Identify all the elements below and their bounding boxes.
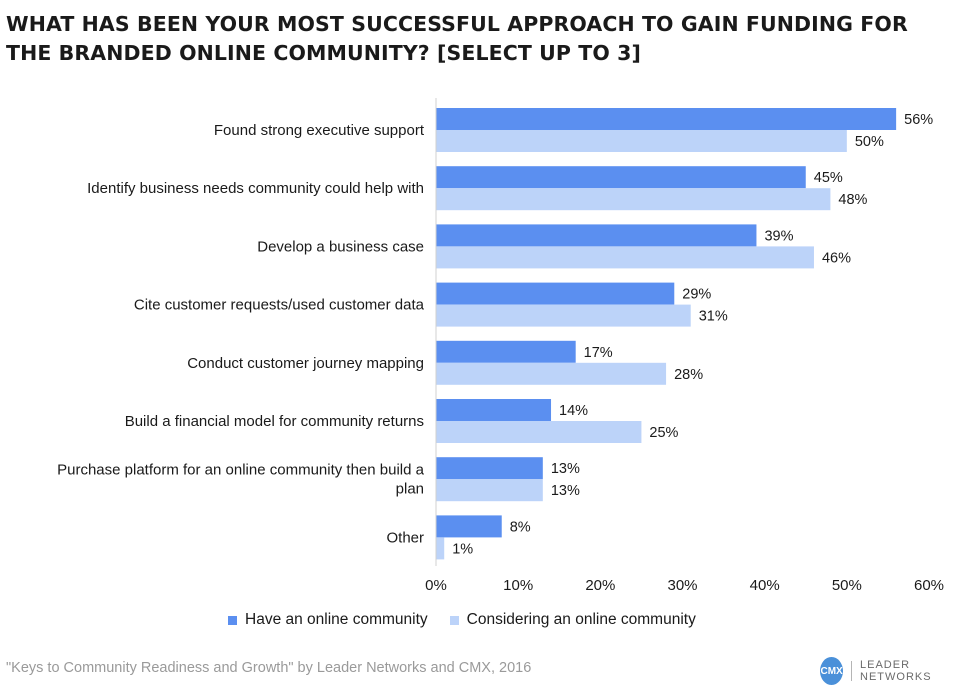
category-label-7: Other bbox=[386, 529, 424, 546]
bar-considering-0 bbox=[436, 130, 847, 152]
value-label-considering-2: 46% bbox=[822, 250, 851, 266]
value-label-considering-7: 1% bbox=[452, 541, 473, 557]
category-label-0: Found strong executive support bbox=[214, 122, 425, 139]
bar-have-1 bbox=[436, 166, 806, 189]
bar-chart: 56% 50% Found strong executive support 45% 4… bbox=[57, 98, 944, 594]
value-label-considering-5: 25% bbox=[649, 425, 678, 441]
leader-networks-text: LEADER NETWORKS bbox=[860, 659, 932, 683]
category-label-4: Conduct customer journey mapping bbox=[187, 355, 424, 372]
bar-have-2 bbox=[436, 224, 757, 247]
legend: Have an online community Considering an … bbox=[228, 611, 718, 629]
legend-swatch-have bbox=[228, 615, 237, 625]
bar-have-3 bbox=[436, 282, 675, 305]
legend-label-considering: Considering an online community bbox=[466, 611, 696, 628]
category-label-5: Build a financial model for community re… bbox=[125, 413, 424, 430]
legend-swatch-considering bbox=[449, 615, 459, 625]
legend-item-considering: Considering an online community bbox=[449, 611, 696, 629]
value-label-considering-3: 31% bbox=[699, 309, 728, 325]
chart-title: WHAT HAS BEEN YOUR MOST SUCCESSFUL APPRO… bbox=[6, 12, 908, 65]
value-label-have-2: 39% bbox=[764, 228, 793, 244]
bar-considering-1 bbox=[436, 188, 831, 211]
cmx-logo-icon: CMX bbox=[820, 657, 844, 685]
bar-considering-6 bbox=[436, 479, 543, 502]
bar-considering-7 bbox=[436, 537, 445, 560]
category-label-6: plan bbox=[396, 481, 424, 498]
bar-have-5 bbox=[436, 399, 552, 421]
x-tick-label: 40% bbox=[750, 577, 780, 594]
legend-item-have: Have an online community bbox=[228, 611, 428, 629]
category-label-6: Purchase platform for an online communit… bbox=[57, 462, 425, 479]
value-label-have-6: 13% bbox=[551, 461, 580, 477]
x-tick-label: 50% bbox=[832, 577, 862, 594]
value-label-have-4: 17% bbox=[584, 345, 613, 361]
bar-have-7 bbox=[436, 515, 502, 538]
legend-label-have: Have an online community bbox=[245, 611, 428, 628]
category-label-1: Identify business needs community could … bbox=[87, 180, 424, 197]
value-label-have-7: 8% bbox=[510, 519, 531, 535]
bar-have-0 bbox=[436, 108, 897, 130]
bar-considering-4 bbox=[436, 362, 667, 385]
x-tick-label: 0% bbox=[425, 577, 447, 594]
value-label-considering-0: 50% bbox=[855, 134, 884, 150]
source-citation: "Keys to Community Readiness and Growth"… bbox=[6, 660, 532, 676]
value-label-have-1: 45% bbox=[814, 170, 843, 186]
bar-have-4 bbox=[436, 340, 576, 363]
bar-have-6 bbox=[436, 457, 543, 480]
x-tick-label: 60% bbox=[914, 577, 944, 594]
bar-considering-3 bbox=[436, 304, 691, 327]
category-label-2: Develop a business case bbox=[257, 238, 424, 255]
logo-divider bbox=[851, 661, 852, 681]
cmx-leader-networks-logo: CMX LEADER NETWORKS bbox=[820, 655, 964, 687]
value-label-have-5: 14% bbox=[559, 403, 588, 419]
value-label-have-0: 56% bbox=[904, 112, 933, 128]
category-label-3: Cite customer requests/used customer dat… bbox=[134, 297, 425, 314]
value-label-considering-1: 48% bbox=[838, 192, 867, 208]
x-tick-label: 30% bbox=[667, 577, 697, 594]
value-label-have-3: 29% bbox=[682, 287, 711, 303]
value-label-considering-6: 13% bbox=[551, 483, 580, 499]
bar-considering-2 bbox=[436, 246, 814, 269]
x-tick-label: 20% bbox=[585, 577, 615, 594]
value-label-considering-4: 28% bbox=[674, 367, 703, 383]
x-tick-label: 10% bbox=[503, 577, 533, 594]
bar-considering-5 bbox=[436, 421, 642, 443]
